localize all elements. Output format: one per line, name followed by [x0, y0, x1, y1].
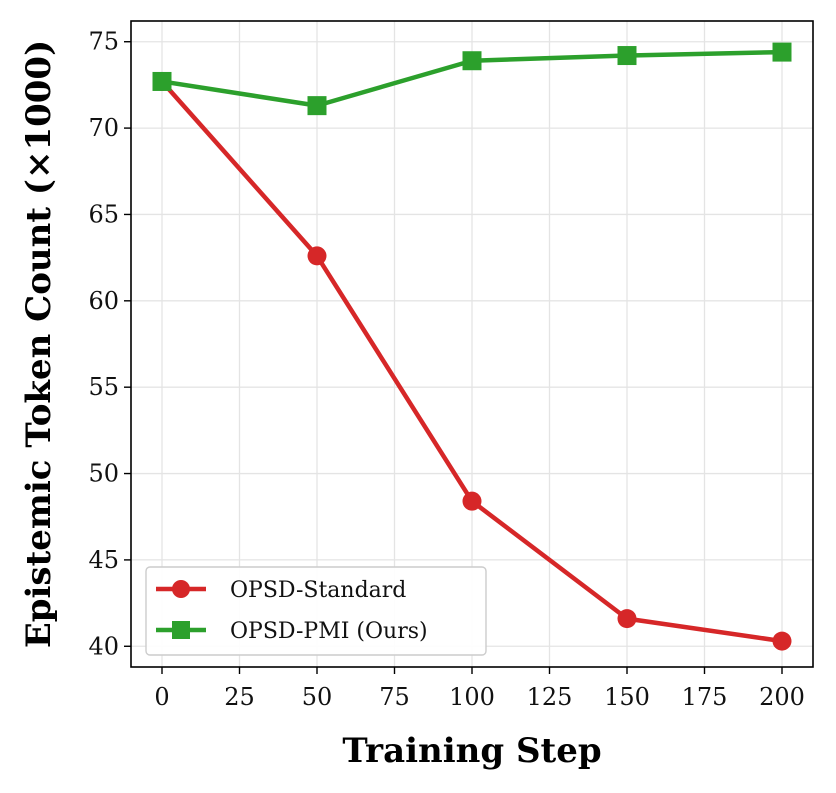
x-tick-label: 0 — [154, 683, 169, 711]
data-point-circle — [772, 631, 792, 651]
y-tick-label: 45 — [88, 546, 119, 574]
x-tick-label: 25 — [224, 683, 255, 711]
x-tick-label: 50 — [302, 683, 333, 711]
legend-box — [145, 566, 487, 656]
legend-marker-pmi — [172, 621, 190, 639]
x-axis-ticks: 0 25 50 75 100 125 150 175 200 — [154, 667, 805, 711]
y-tick-label: 40 — [88, 632, 119, 660]
x-axis-title: Training Step — [342, 731, 601, 771]
data-point-circle — [307, 246, 327, 266]
y-axis-title: Epistemic Token Count (×1000) — [19, 40, 59, 648]
data-point-square — [617, 46, 637, 66]
x-tick-label: 125 — [527, 683, 573, 711]
gridlines — [131, 21, 813, 667]
y-tick-label: 70 — [88, 114, 119, 142]
series-lines — [152, 42, 792, 651]
y-tick-label: 55 — [88, 373, 119, 401]
y-tick-label: 65 — [88, 200, 119, 228]
y-tick-label: 60 — [88, 287, 119, 315]
data-point-square — [772, 42, 792, 62]
legend-marker-standard — [172, 580, 190, 598]
data-point-square — [462, 51, 482, 71]
legend: OPSD-Standard OPSD-PMI (Ours) — [145, 566, 487, 656]
y-tick-label: 50 — [88, 460, 119, 488]
x-tick-label: 150 — [604, 683, 650, 711]
y-tick-label: 75 — [88, 28, 119, 56]
data-point-circle — [617, 609, 637, 629]
legend-label-pmi: OPSD-PMI (Ours) — [230, 619, 428, 644]
data-point-square — [152, 71, 172, 91]
x-tick-label: 75 — [379, 683, 410, 711]
data-point-square — [307, 96, 327, 116]
legend-label-standard: OPSD-Standard — [230, 578, 406, 603]
x-tick-label: 175 — [682, 683, 728, 711]
x-tick-label: 100 — [449, 683, 495, 711]
y-axis-ticks: 40 45 50 55 60 65 70 75 — [88, 28, 131, 660]
data-point-circle — [462, 491, 482, 511]
x-tick-label: 200 — [759, 683, 805, 711]
